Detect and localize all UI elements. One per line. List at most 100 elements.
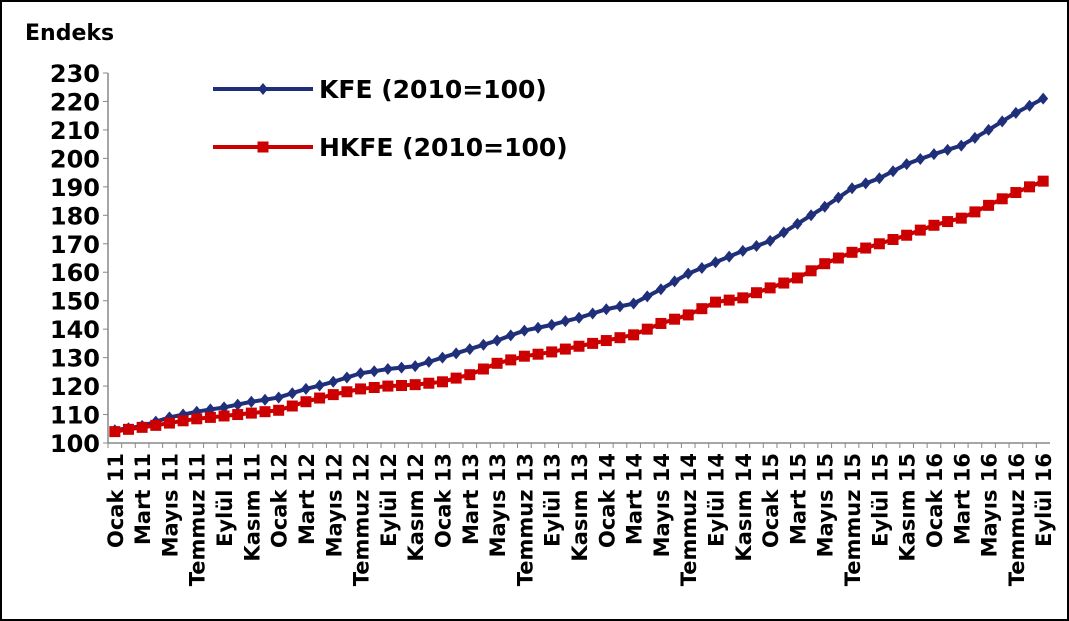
data-point [655, 283, 666, 296]
data-point [587, 307, 598, 320]
data-point [341, 386, 353, 398]
data-point [1024, 181, 1036, 193]
y-tick-label: 190 [50, 174, 100, 202]
x-tick-label: Ocak 13 [431, 453, 455, 548]
data-point [191, 413, 203, 425]
data-point [273, 404, 285, 416]
data-point [136, 421, 148, 433]
data-point [245, 407, 257, 419]
x-tick-label: Eylül 16 [1032, 453, 1056, 547]
data-point [682, 309, 694, 321]
y-axis-title: Endeks [25, 21, 114, 46]
data-point [765, 234, 776, 247]
data-point [491, 357, 503, 369]
y-tick-label: 100 [50, 430, 100, 458]
data-point [328, 375, 339, 388]
data-point [573, 340, 585, 352]
data-point [382, 380, 394, 392]
x-tick-label: Ocak 11 [104, 453, 128, 548]
data-point [287, 387, 298, 400]
data-point [587, 337, 599, 349]
x-tick-label: Mayıs 12 [322, 453, 346, 557]
data-point [314, 392, 326, 404]
y-tick-label: 130 [50, 345, 100, 373]
data-point [1024, 99, 1035, 112]
data-point [873, 238, 885, 250]
y-tick-label: 120 [50, 373, 100, 401]
x-tick-label: Temmuz 12 [350, 453, 374, 586]
data-point [901, 229, 913, 241]
data-point [559, 343, 571, 355]
data-point [942, 216, 954, 228]
y-tick-label: 150 [50, 288, 100, 316]
data-point [409, 379, 421, 391]
data-point [246, 395, 257, 408]
data-point [723, 294, 735, 306]
x-tick-label: Kasım 12 [404, 453, 428, 562]
data-point [928, 148, 939, 161]
data-point [928, 219, 940, 231]
data-point [683, 267, 694, 280]
data-point [737, 292, 749, 304]
x-tick-label: Mart 14 [623, 453, 647, 545]
data-point [847, 182, 858, 195]
x-tick-label: Kasım 14 [732, 453, 756, 562]
y-tick-label: 220 [50, 88, 100, 116]
x-tick-label: Mayıs 11 [158, 453, 182, 557]
data-point [327, 389, 339, 401]
legend-marker [257, 141, 269, 153]
data-point [314, 379, 325, 392]
data-point [737, 244, 748, 257]
data-point [655, 317, 667, 329]
data-point [888, 165, 898, 178]
data-point [750, 287, 762, 299]
x-tick-label: Temmuz 11 [186, 453, 210, 586]
data-point [792, 217, 803, 230]
x-tick-label: Kasım 11 [240, 453, 264, 562]
data-point [369, 365, 380, 378]
data-point [860, 177, 871, 190]
data-point [860, 242, 872, 254]
x-tick-label: Eylül 13 [541, 453, 565, 547]
data-point [669, 275, 680, 288]
data-point [546, 346, 558, 358]
data-point [901, 158, 912, 171]
data-point [163, 417, 175, 429]
x-tick-label: Ocak 14 [595, 453, 619, 548]
data-point [423, 355, 434, 368]
data-point [492, 334, 503, 347]
data-point [833, 191, 844, 204]
data-point [642, 290, 653, 303]
data-point [341, 371, 352, 384]
data-point [286, 400, 298, 412]
data-point [914, 224, 926, 236]
data-point [600, 335, 612, 347]
x-tick-label: Ocak 12 [268, 453, 292, 548]
y-tick-label: 210 [50, 117, 100, 145]
x-tick-label: Eylül 12 [377, 453, 401, 547]
data-point [969, 131, 980, 144]
x-tick-label: Temmuz 15 [841, 453, 865, 586]
data-point [533, 321, 544, 334]
y-tick-label: 160 [50, 259, 100, 287]
data-point [696, 261, 707, 274]
x-tick-label: Mart 12 [295, 453, 319, 545]
y-tick-label: 140 [50, 316, 100, 344]
x-tick-label: Mayıs 16 [978, 453, 1002, 557]
data-point [614, 332, 626, 344]
data-point [410, 360, 421, 373]
data-point [464, 369, 476, 381]
data-point [710, 256, 721, 269]
x-tick-label: Ocak 16 [923, 453, 947, 548]
y-tick-label: 110 [50, 402, 100, 430]
x-tick-label: Mayıs 15 [814, 453, 838, 557]
data-point [300, 396, 312, 408]
legend-label: KFE (2010=100) [319, 75, 547, 104]
data-point [1038, 92, 1049, 105]
y-tick-label: 200 [50, 145, 100, 173]
data-point [300, 382, 311, 395]
data-point [819, 258, 831, 270]
data-point [669, 313, 681, 325]
x-tick-label: Temmuz 13 [513, 453, 537, 586]
